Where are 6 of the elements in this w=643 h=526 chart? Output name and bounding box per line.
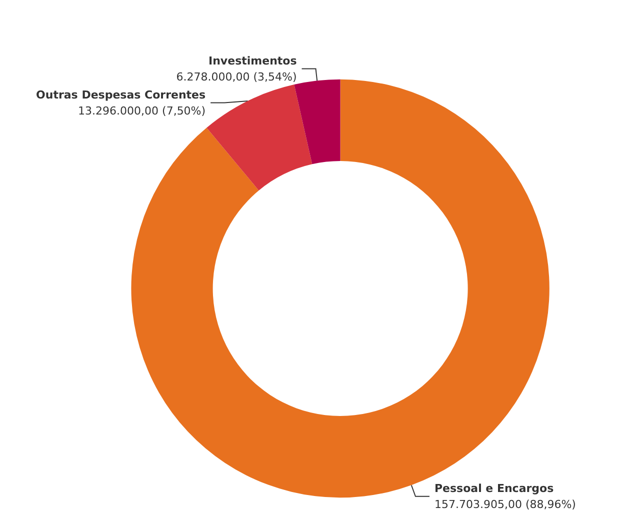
data-label: 6.278.000,00 (3,54%) <box>176 70 297 84</box>
data-label: 13.296.000,00 (7,50%) <box>78 104 206 118</box>
slice-label: Investimentos <box>208 54 298 68</box>
data-label: 157.703.905,00 (88,96%) <box>434 498 576 511</box>
slice-label: Outras Despesas Correntes <box>36 88 206 102</box>
slice-label: Pessoal e Encargos <box>434 482 554 495</box>
